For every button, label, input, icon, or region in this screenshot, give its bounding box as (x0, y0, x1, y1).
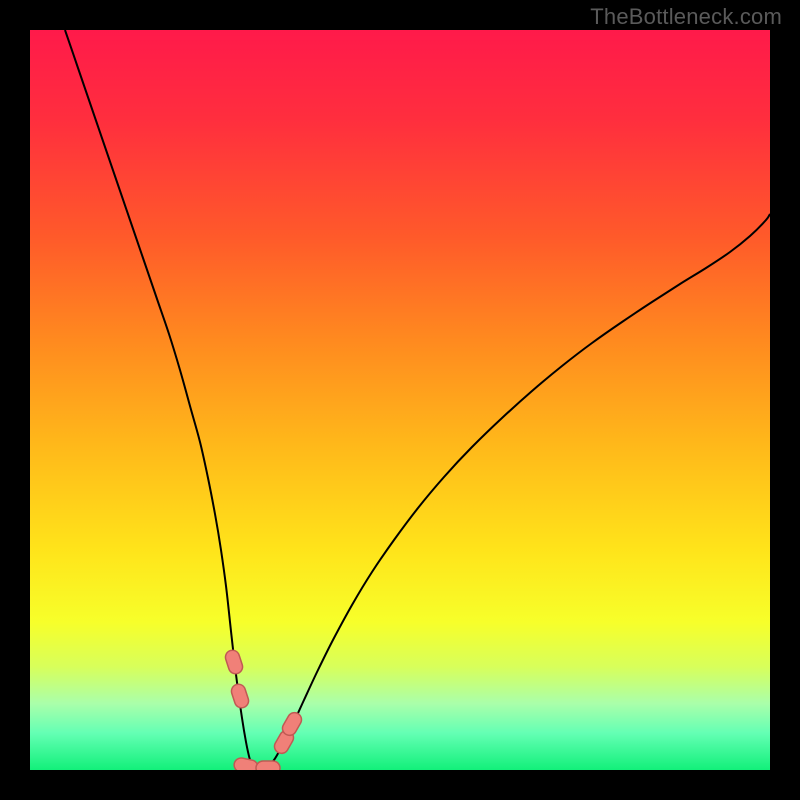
watermark-text: TheBottleneck.com (590, 4, 782, 30)
bottleneck-chart (0, 0, 800, 800)
gradient-background (30, 30, 770, 770)
chart-wrapper: TheBottleneck.com (0, 0, 800, 800)
